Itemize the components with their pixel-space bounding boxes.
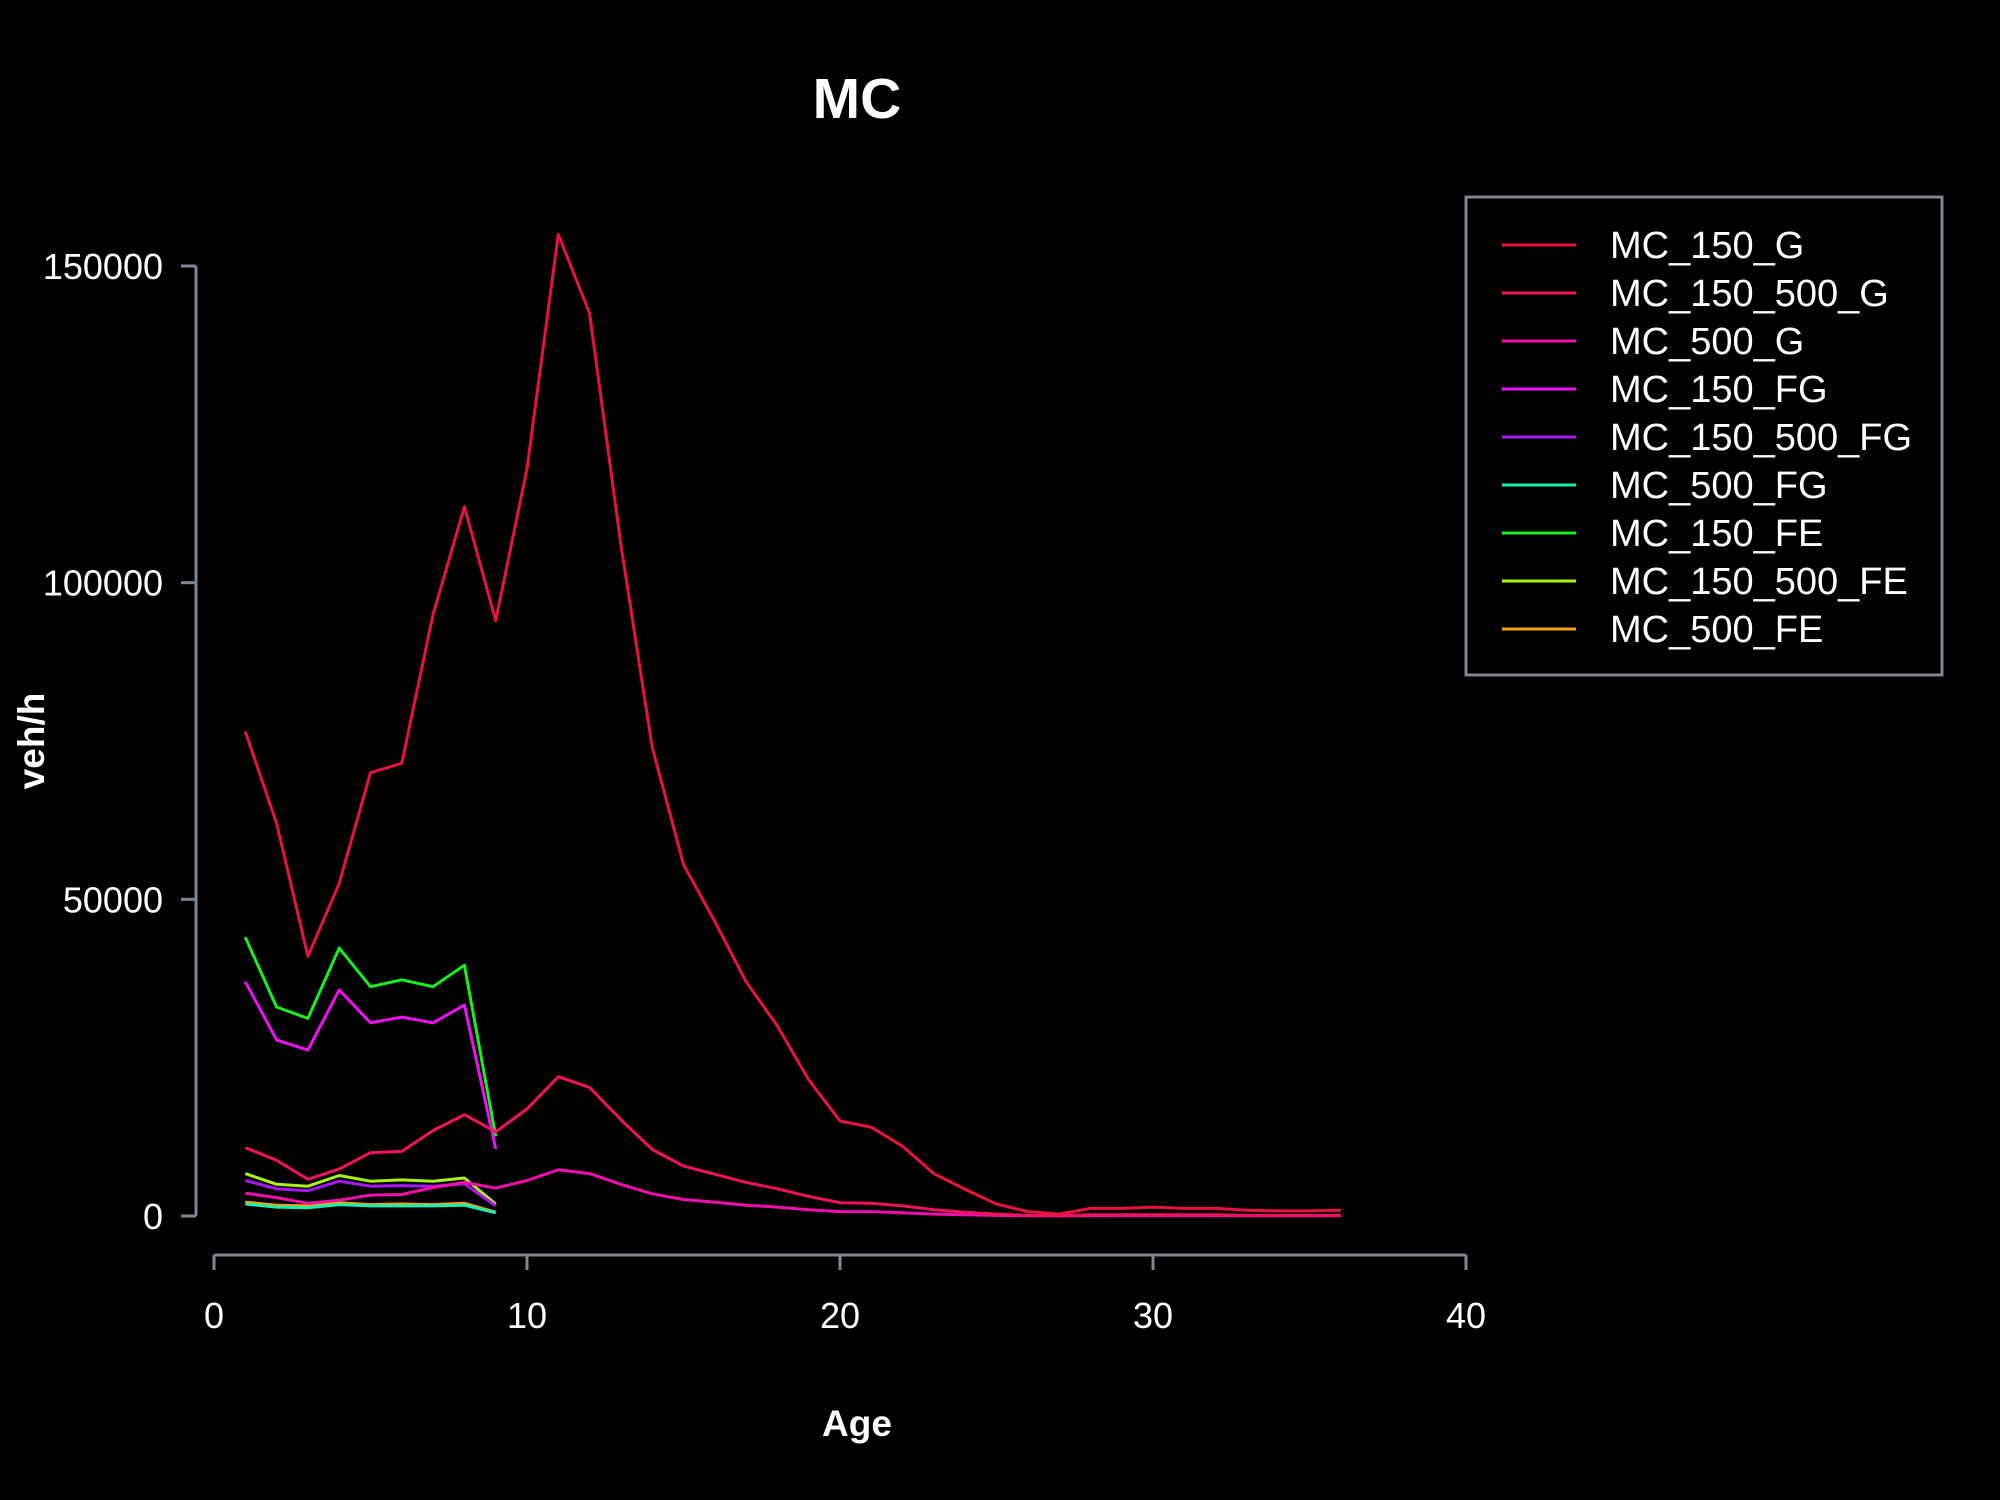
y-tick-label: 50000 [63,879,163,920]
legend: MC_150_G MC_150_500_G MC_500_G MC_150_FG MC_… [1464,195,1944,677]
y-tick-label: 0 [143,1196,163,1237]
y-axis-title: veh/h [11,693,52,790]
series-line-mc-150-500-fe [244,1172,497,1206]
x-axis-title: Age [822,1403,892,1444]
legend-label: MC_500_G [1610,321,1804,363]
x-tick-label: 20 [820,1295,860,1336]
y-tick-label: 150000 [43,246,163,287]
legend-label: MC_150_500_FG [1610,417,1912,459]
x-tick-label: 0 [204,1295,224,1336]
legend-label: MC_150_FE [1610,513,1823,555]
series-line-mc-150-fg [243,980,498,1150]
chart-title: MC [813,67,902,131]
series-line-mc-150-fe [243,936,498,1137]
legend-label: MC_150_FG [1610,369,1828,411]
legend-label: MC_150_500_G [1610,273,1889,315]
x-tick-label: 40 [1446,1295,1486,1336]
legend-label: MC_150_500_FE [1610,561,1908,603]
x-tick-label: 30 [1133,1295,1173,1336]
x-tick-label: 10 [507,1295,547,1336]
legend-label: MC_150_G [1610,225,1804,267]
series-line-mc-500-fg [245,1202,497,1215]
y-ticks: 0 50000 100000 150000 [43,246,196,1237]
legend-label: MC_500_FG [1610,465,1828,507]
series-line-mc-150-500-g [244,1075,1341,1218]
y-tick-label: 100000 [43,563,163,604]
legend-items: MC_150_G MC_150_500_G MC_500_G MC_150_FG MC_… [1502,225,1912,651]
plot-series [243,232,1341,1218]
series-line-mc-150-g [243,232,1341,1216]
legend-label: MC_500_FE [1610,609,1823,651]
x-ticks: 0 10 20 30 40 [204,1255,1486,1336]
